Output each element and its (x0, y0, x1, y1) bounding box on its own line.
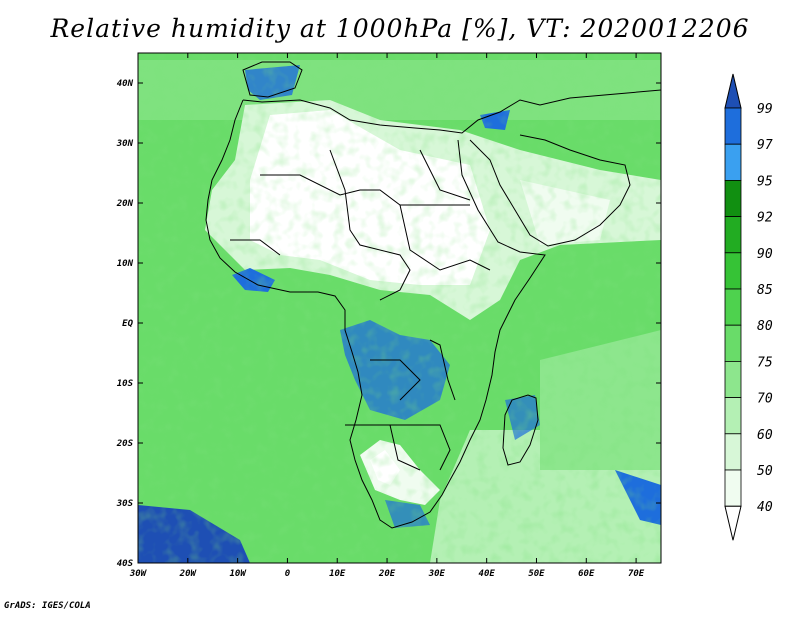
humidity-field (138, 53, 661, 563)
lat-tick-label: 20S (116, 439, 134, 449)
colorbar-label: 60 (757, 428, 773, 443)
lon-tick-label: 30W (129, 569, 148, 579)
colorbar-band (724, 324, 742, 362)
colorbar: 99 97 95 92 90 85 80 75 70 60 50 40 (724, 73, 773, 541)
colorbar-label: 95 (757, 174, 773, 189)
lat-tick-label: 30S (116, 499, 134, 509)
colorbar-label: 50 (757, 464, 773, 479)
colorbar-band (724, 433, 742, 471)
lon-tick-label: 60E (578, 569, 595, 579)
colorbar-band (724, 107, 742, 145)
lon-tick-label: 40E (479, 569, 496, 579)
colorbar-label: 40 (757, 500, 773, 515)
colorbar-label: 92 (757, 211, 773, 226)
colorbar-label: 99 (757, 102, 773, 117)
lon-tick-label: 10E (329, 569, 346, 579)
colorbar-band (724, 397, 742, 435)
lat-tick-label: 20N (116, 199, 134, 209)
colorbar-band (724, 252, 742, 290)
colorbar-band (724, 216, 742, 254)
colorbar-band (724, 469, 742, 507)
colorbar-min-triangle (724, 505, 742, 541)
colorbar-label: 75 (757, 355, 773, 370)
lon-tick-label: 30E (428, 569, 446, 579)
lon-tick-label: 20W (179, 569, 198, 579)
colorbar-label: 90 (757, 247, 773, 262)
lon-tick-label: 0 (285, 569, 291, 579)
lat-tick-label: 40N (117, 79, 134, 89)
colorbar-band (724, 360, 742, 398)
coastlines (205, 61, 661, 529)
lon-tick-label: 10W (229, 569, 247, 579)
colorbar-label: 70 (757, 392, 773, 407)
lon-tick-label: 70E (628, 569, 645, 579)
chart-title: Relative humidity at 1000hPa [%], VT: 20… (50, 14, 750, 43)
grads-credit: GrADS: IGES/COLA (4, 601, 91, 611)
map-axes: 30W 20W 10W 0 10E 20E 30E 40E 50E 60E 70E 40N 30N 20N… (116, 53, 661, 579)
lon-tick-label: 50E (528, 569, 545, 579)
lat-tick-label: 40S (117, 559, 134, 569)
lat-tick-label: 10S (117, 379, 134, 389)
colorbar-band (724, 143, 742, 181)
colorbar-band (724, 179, 742, 217)
lon-tick-label: 20E (378, 569, 396, 579)
colorbar-label: 97 (757, 138, 773, 153)
plot-frame (137, 52, 662, 564)
lat-tick-label: EQ (122, 319, 133, 329)
lat-tick-label: 30N (116, 139, 134, 149)
colorbar-label: 85 (757, 283, 773, 298)
colorbar-band (724, 288, 742, 326)
lat-tick-label: 10N (117, 259, 134, 269)
colorbar-label: 80 (757, 319, 773, 334)
colorbar-max-triangle (724, 73, 742, 109)
